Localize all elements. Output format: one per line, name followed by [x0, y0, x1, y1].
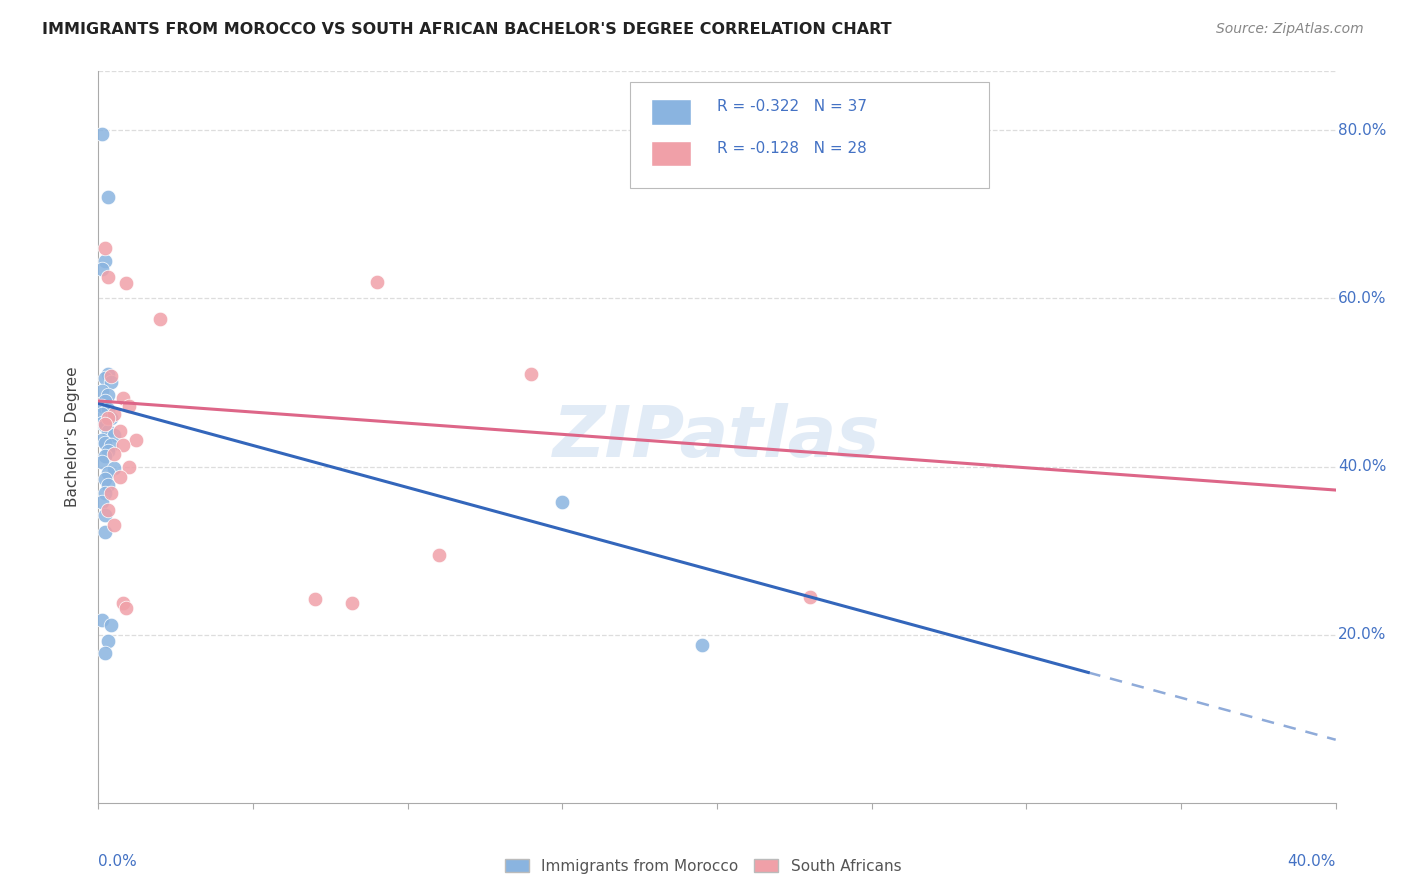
Point [97, 388, 120, 402]
Point [108, 424, 131, 438]
Point [90, 433, 112, 447]
Point [97, 467, 120, 481]
FancyBboxPatch shape [630, 82, 990, 188]
Point [115, 600, 138, 615]
Point [112, 596, 135, 610]
Point [118, 399, 141, 413]
Text: R = -0.128   N = 28: R = -0.128 N = 28 [717, 141, 868, 156]
Point [799, 590, 821, 604]
Point [93, 241, 115, 255]
Point [100, 486, 122, 500]
Point [90, 399, 112, 413]
Point [427, 548, 450, 562]
Point [100, 368, 122, 383]
Point [97, 478, 120, 492]
Point [93, 419, 115, 434]
Point [93, 417, 115, 432]
Text: 0.0%: 0.0% [98, 854, 138, 869]
Point [100, 410, 122, 425]
Point [90, 455, 112, 469]
Point [90, 384, 112, 398]
Point [97, 270, 120, 285]
Point [97, 367, 120, 381]
Point [90, 495, 112, 509]
Point [103, 427, 125, 442]
Point [97, 410, 120, 425]
Point [112, 438, 135, 452]
Text: R = -0.322   N = 37: R = -0.322 N = 37 [717, 99, 868, 114]
Point [97, 190, 120, 204]
Text: 40.0%: 40.0% [1288, 854, 1336, 869]
Point [103, 461, 125, 475]
Point [112, 391, 135, 405]
Point [97, 444, 120, 458]
Point [100, 376, 122, 390]
Point [93, 436, 115, 450]
Text: 60.0%: 60.0% [1339, 291, 1386, 306]
Point [93, 508, 115, 523]
Point [340, 596, 363, 610]
FancyBboxPatch shape [651, 99, 692, 125]
Point [90, 613, 112, 627]
Point [103, 518, 125, 533]
Point [93, 393, 115, 408]
Text: 20.0%: 20.0% [1339, 627, 1386, 642]
Point [118, 459, 141, 474]
Point [93, 450, 115, 464]
Point [304, 592, 326, 607]
Point [103, 408, 125, 422]
Point [97, 503, 120, 517]
Point [97, 424, 120, 438]
Point [149, 312, 172, 326]
Point [90, 261, 112, 276]
Point [93, 525, 115, 540]
Point [551, 495, 574, 509]
Y-axis label: Bachelor's Degree: Bachelor's Degree [65, 367, 80, 508]
Point [93, 253, 115, 268]
Point [90, 128, 112, 142]
Text: ZIPatlas: ZIPatlas [554, 402, 880, 472]
Text: IMMIGRANTS FROM MOROCCO VS SOUTH AFRICAN BACHELOR'S DEGREE CORRELATION CHART: IMMIGRANTS FROM MOROCCO VS SOUTH AFRICAN… [42, 22, 891, 37]
Legend: Immigrants from Morocco, South Africans: Immigrants from Morocco, South Africans [499, 853, 907, 880]
Point [90, 408, 112, 422]
Point [97, 402, 120, 417]
Point [100, 438, 122, 452]
Point [90, 416, 112, 430]
Point [366, 275, 388, 289]
Text: Source: ZipAtlas.com: Source: ZipAtlas.com [1216, 22, 1364, 37]
Text: 40.0%: 40.0% [1339, 459, 1386, 474]
FancyBboxPatch shape [651, 141, 692, 167]
Point [103, 447, 125, 461]
Point [97, 634, 120, 648]
Point [100, 617, 122, 632]
Point [93, 472, 115, 486]
Point [690, 638, 713, 652]
Text: 80.0%: 80.0% [1339, 123, 1386, 137]
Point [108, 469, 131, 483]
Point [93, 646, 115, 660]
Point [124, 433, 146, 447]
Point [520, 367, 543, 381]
Point [93, 486, 115, 500]
Point [93, 371, 115, 385]
Point [115, 277, 138, 291]
